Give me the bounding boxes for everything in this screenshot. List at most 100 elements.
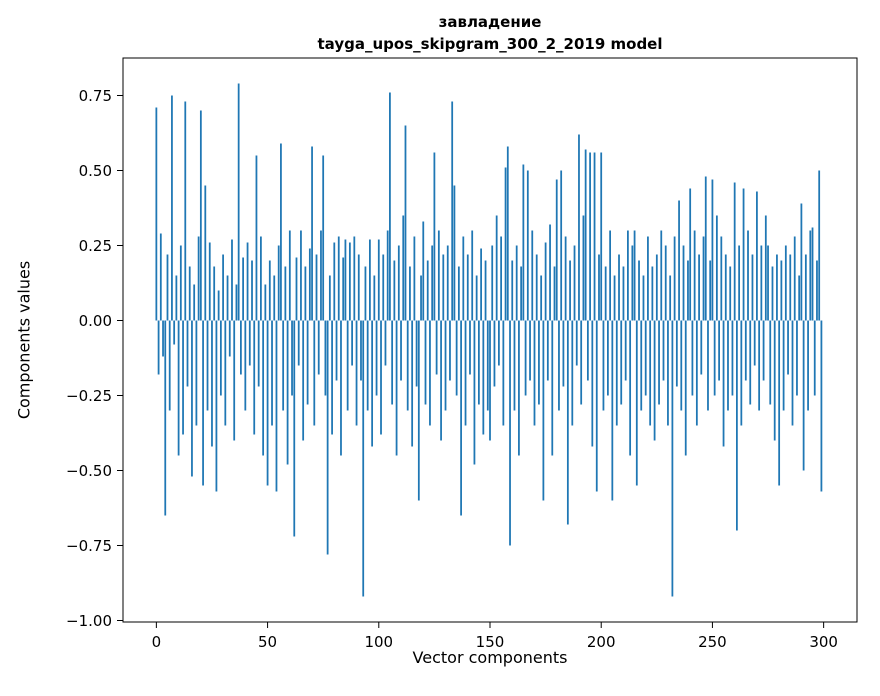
bar: [664, 245, 667, 321]
bar: [471, 230, 474, 321]
bar: [502, 320, 505, 426]
bar: [642, 275, 645, 321]
bar: [687, 260, 689, 321]
bar: [653, 320, 656, 441]
bar: [175, 275, 178, 321]
bar: [457, 266, 460, 321]
bar: [504, 167, 507, 321]
bar: [304, 266, 307, 321]
bar: [435, 320, 438, 375]
bar: [580, 320, 583, 405]
bar: [618, 254, 620, 321]
x-tick-label: 250: [698, 633, 727, 651]
bar: [217, 290, 220, 321]
chart-title: завладение tayga_upos_skipgram_300_2_201…: [123, 12, 857, 56]
bar: [473, 320, 476, 465]
bar: [609, 230, 611, 321]
y-tick-label: −1.00: [66, 612, 112, 630]
bar: [437, 230, 440, 321]
bar: [631, 245, 634, 321]
bar: [560, 170, 563, 321]
bar: [680, 320, 683, 411]
bar: [813, 320, 816, 396]
bar: [578, 134, 580, 321]
bar: [604, 266, 607, 321]
bar: [162, 320, 164, 357]
bar: [558, 320, 560, 411]
bar: [515, 245, 518, 321]
bar: [491, 245, 494, 321]
bar: [671, 320, 674, 597]
bar: [300, 230, 302, 321]
bar: [816, 260, 818, 321]
bar: [251, 260, 253, 321]
bar: [662, 320, 665, 381]
bar: [562, 320, 565, 387]
chart-title-line1: завладение: [438, 13, 542, 31]
x-axis-label: Vector components: [412, 648, 568, 667]
bar: [635, 320, 638, 486]
bar: [215, 320, 218, 492]
bar: [420, 275, 422, 321]
bar: [311, 146, 313, 321]
bar: [426, 260, 429, 321]
bar: [620, 320, 623, 405]
bar: [584, 149, 587, 321]
bar: [291, 320, 293, 396]
bar: [308, 248, 311, 321]
bar: [280, 143, 282, 321]
bar: [513, 320, 516, 411]
bar: [233, 320, 236, 441]
y-tick-label: 0.00: [79, 312, 112, 330]
bar: [288, 230, 291, 321]
bar: [460, 320, 462, 516]
bar: [237, 83, 240, 321]
bar: [751, 254, 754, 321]
bar: [317, 320, 320, 375]
bar: [335, 320, 338, 381]
bar: [611, 320, 614, 501]
bar: [257, 320, 260, 387]
bar: [377, 239, 380, 321]
bar: [242, 257, 244, 321]
bar: [575, 320, 578, 366]
bar: [678, 200, 680, 321]
bar: [411, 320, 414, 447]
bar: [449, 320, 451, 381]
bar: [188, 266, 191, 321]
bar: [409, 266, 411, 321]
bar: [228, 320, 231, 357]
bar: [366, 320, 369, 411]
bar: [538, 320, 540, 405]
bar: [736, 320, 738, 531]
bar: [791, 320, 794, 426]
bar: [529, 320, 531, 381]
bar: [709, 260, 712, 321]
bar: [598, 254, 600, 321]
y-tick-label: 0.50: [79, 162, 112, 180]
bar: [415, 320, 418, 387]
bar: [486, 320, 489, 411]
bar: [184, 101, 187, 321]
bar: [695, 320, 698, 426]
bar: [284, 266, 287, 321]
bar: [784, 245, 787, 321]
bar: [475, 275, 478, 321]
bar: [638, 260, 640, 321]
bar: [518, 320, 520, 456]
bar: [286, 320, 289, 465]
bar: [453, 185, 456, 321]
bar: [733, 182, 736, 321]
bar: [397, 245, 400, 321]
bar: [526, 170, 529, 321]
bar: [173, 320, 176, 345]
bar: [451, 101, 454, 321]
bar: [208, 242, 211, 321]
bar: [595, 320, 598, 492]
bar: [480, 248, 482, 321]
bar: [266, 320, 269, 486]
bar: [391, 320, 394, 405]
bar: [389, 92, 391, 321]
bar: [740, 320, 743, 426]
bar: [571, 320, 574, 426]
